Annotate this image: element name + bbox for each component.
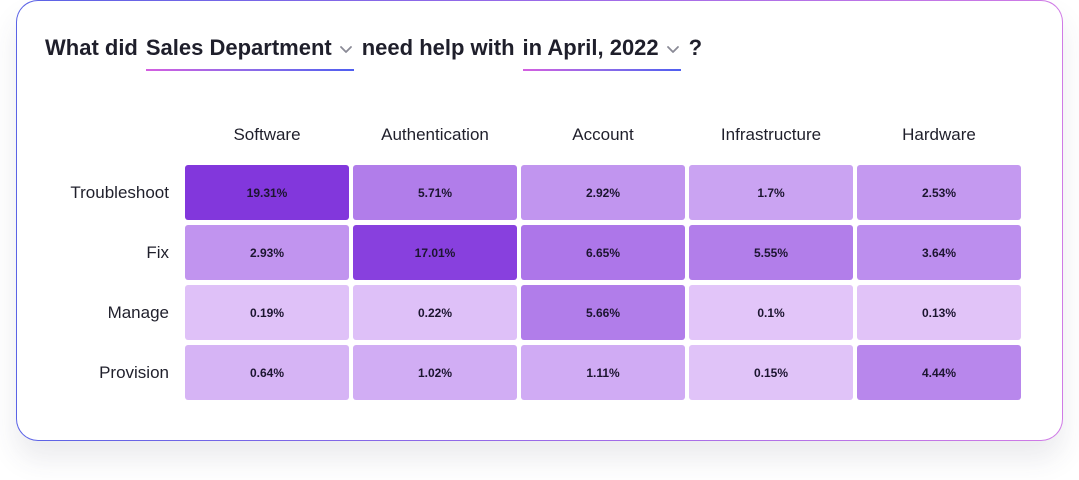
period-value: in April, 2022 (522, 35, 659, 60)
cell-value-label: 0.19% (249, 305, 285, 320)
heatmap-chart: Software Authentication Account Infrastruct… (17, 1, 1062, 440)
heatmap-cell[interactable]: 5.66% (521, 285, 685, 340)
heatmap-cell[interactable]: 17.01% (353, 225, 517, 280)
cell-value-label: 1.7% (757, 185, 785, 200)
heatmap-cell[interactable]: 0.19% (185, 285, 349, 340)
cell-value-label: 0.22% (417, 305, 453, 320)
cell-value-label: 0.64% (249, 365, 285, 380)
heatmap-cell[interactable]: 1.02% (353, 345, 517, 400)
chevron-down-icon (338, 43, 354, 55)
question-prefix: What did (45, 35, 138, 60)
question-suffix: ? (688, 35, 703, 60)
row-label: Manage (107, 303, 169, 322)
cell-value-label: 1.11% (586, 365, 620, 380)
heatmap-card: What did Sales Department need help with… (17, 1, 1062, 440)
heatmap-cell[interactable]: 3.64% (857, 225, 1021, 280)
column-label: Software (233, 125, 301, 144)
cell-value-label: 0.13% (921, 305, 957, 320)
heatmap-cell[interactable]: 5.71% (353, 165, 517, 220)
heatmap-cell[interactable]: 1.7% (689, 165, 853, 220)
cell-value-label: 0.1% (757, 305, 785, 320)
question-middle: need help with (361, 35, 515, 60)
heatmap-cell[interactable]: 6.65% (521, 225, 685, 280)
cell-value-label: 2.53% (921, 185, 957, 200)
heatmap-cell[interactable]: 0.15% (689, 345, 853, 400)
column-label: Infrastructure (720, 125, 822, 144)
heatmap-cell[interactable]: 2.53% (857, 165, 1021, 220)
question-title: What did Sales Department need help with… (45, 35, 710, 71)
row-label: Fix (146, 243, 169, 262)
column-label: Hardware (902, 125, 976, 144)
cell-value-label: 17.01% (414, 245, 456, 260)
heatmap-cell[interactable]: 0.13% (857, 285, 1021, 340)
row-label: Troubleshoot (70, 183, 169, 202)
heatmap-cell[interactable]: 2.93% (185, 225, 349, 280)
heatmap-cell[interactable]: 5.55% (689, 225, 853, 280)
heatmap-cell[interactable]: 2.92% (521, 165, 685, 220)
cell-value-label: 5.66% (585, 305, 621, 320)
row-label: Provision (99, 363, 169, 382)
period-dropdown[interactable]: in April, 2022 (522, 35, 681, 71)
heatmap-cell[interactable]: 19.31% (185, 165, 349, 220)
department-value: Sales Department (145, 35, 332, 60)
cell-value-label: 2.92% (585, 185, 621, 200)
card-border: What did Sales Department need help with… (16, 0, 1063, 441)
cell-value-label: 6.65% (585, 245, 621, 260)
cell-value-label: 0.15% (753, 365, 789, 380)
cell-value-label: 5.71% (417, 185, 453, 200)
department-dropdown[interactable]: Sales Department (145, 35, 354, 71)
cell-value-label: 1.02% (417, 365, 453, 380)
chevron-down-icon (665, 43, 681, 55)
cell-value-label: 2.93% (249, 245, 285, 260)
cell-value-label: 3.64% (921, 245, 957, 260)
heatmap-cell[interactable]: 1.11% (521, 345, 685, 400)
column-label: Account (572, 125, 634, 144)
column-label: Authentication (381, 125, 489, 144)
heatmap-cell[interactable]: 4.44% (857, 345, 1021, 400)
cell-value-label: 4.44% (921, 365, 957, 380)
cell-value-label: 5.55% (753, 245, 789, 260)
heatmap-cell[interactable]: 0.64% (185, 345, 349, 400)
heatmap-cell[interactable]: 0.22% (353, 285, 517, 340)
cell-value-label: 19.31% (246, 185, 288, 200)
heatmap-cell[interactable]: 0.1% (689, 285, 853, 340)
